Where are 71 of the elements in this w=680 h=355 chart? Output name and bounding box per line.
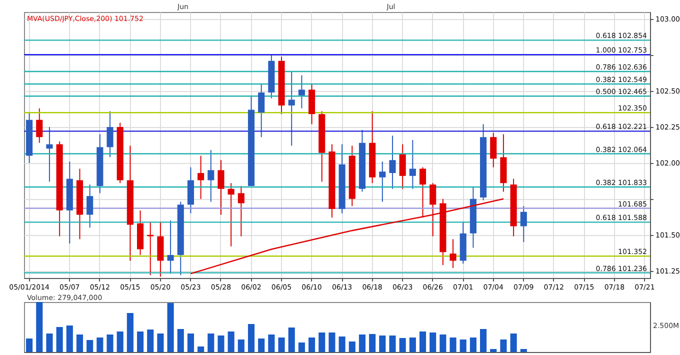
candlestick [228, 182, 234, 247]
bar [228, 332, 234, 352]
bar [46, 334, 53, 352]
candlestick [218, 160, 224, 216]
candlestick [379, 161, 386, 202]
candlestick [450, 238, 456, 268]
bar [409, 338, 416, 352]
bar [238, 340, 244, 352]
bar [480, 329, 487, 352]
bar [348, 342, 356, 352]
bar [36, 302, 43, 352]
bar [147, 330, 154, 352]
bar [430, 332, 436, 352]
candlestick [238, 185, 244, 237]
candlestick [46, 126, 53, 182]
bar [510, 334, 517, 352]
bar [379, 336, 386, 352]
bar [358, 334, 366, 352]
candlestick [258, 83, 265, 138]
bar [318, 332, 326, 352]
bar [399, 338, 406, 352]
candlestick [520, 206, 527, 243]
bar [460, 340, 466, 352]
bar [278, 338, 285, 352]
candlestick [389, 135, 396, 190]
candlestick [106, 110, 114, 158]
candlestick [198, 155, 204, 200]
bar [369, 334, 376, 352]
bar [167, 303, 174, 352]
bar [106, 334, 114, 352]
candlestick [490, 132, 497, 168]
bar [126, 313, 134, 352]
bar [308, 338, 316, 352]
bar [258, 338, 265, 352]
bar [198, 346, 204, 352]
candlestick [409, 139, 416, 190]
candlestick [399, 144, 406, 190]
bar [116, 332, 124, 352]
bar [56, 327, 63, 352]
bar [26, 338, 33, 352]
bar [248, 324, 255, 352]
bar [338, 336, 346, 352]
candlestick [298, 74, 305, 109]
bar [86, 340, 94, 352]
candlestick [208, 150, 214, 202]
bar [288, 328, 295, 352]
bar [157, 334, 164, 352]
candlestick [288, 70, 295, 146]
bar [136, 332, 144, 352]
bar [419, 332, 426, 352]
bar [218, 336, 224, 352]
bar [470, 338, 476, 352]
bar [177, 329, 184, 352]
candlestick [36, 108, 43, 144]
bar [520, 349, 527, 352]
bar [389, 336, 396, 352]
candlestick [147, 221, 154, 276]
bar [96, 338, 104, 352]
bar [268, 334, 275, 352]
bar [500, 340, 507, 352]
candlestick [167, 220, 174, 274]
bar [66, 326, 73, 352]
bar [490, 349, 497, 352]
bar [450, 338, 456, 352]
bar [208, 334, 214, 352]
bar [328, 332, 336, 352]
bar [298, 342, 305, 352]
bar [76, 334, 84, 352]
bar [440, 334, 446, 352]
bar [187, 334, 194, 352]
candlestick [86, 184, 94, 228]
